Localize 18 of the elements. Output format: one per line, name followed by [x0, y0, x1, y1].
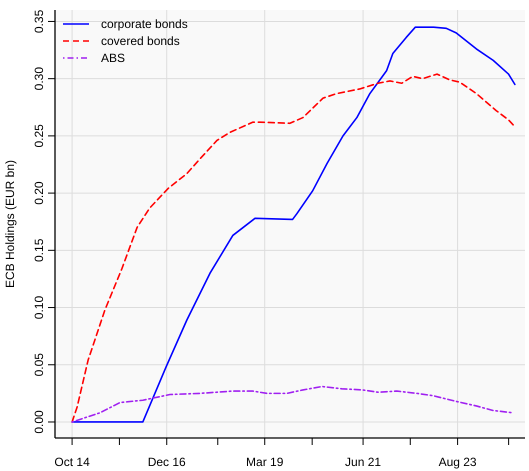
y-axis-title: ECB Holdings (EUR bn) — [3, 160, 17, 288]
y-tick-label: 0.15 — [32, 238, 46, 262]
y-tick-label: 0.00 — [32, 410, 46, 434]
legend-label: ABS — [101, 51, 126, 65]
y-tick-label: 0.05 — [32, 352, 46, 376]
y-tick-label: 0.35 — [32, 9, 46, 34]
y-tick-label: 0.30 — [32, 66, 46, 90]
x-tick-label: Oct 14 — [54, 455, 90, 469]
x-tick-label: Mar 19 — [246, 455, 284, 469]
y-tick-label: 0.25 — [32, 124, 46, 148]
line-series — [71, 386, 514, 423]
x-tick-label: Jun 21 — [345, 455, 382, 469]
y-tick-label: 0.20 — [32, 181, 46, 205]
x-tick-label: Dec 16 — [148, 455, 186, 469]
legend-label: covered bonds — [101, 34, 180, 48]
legend-label: corporate bonds — [101, 17, 188, 31]
x-tick-label: Aug 23 — [438, 455, 477, 469]
y-tick-label: 0.10 — [32, 296, 46, 320]
